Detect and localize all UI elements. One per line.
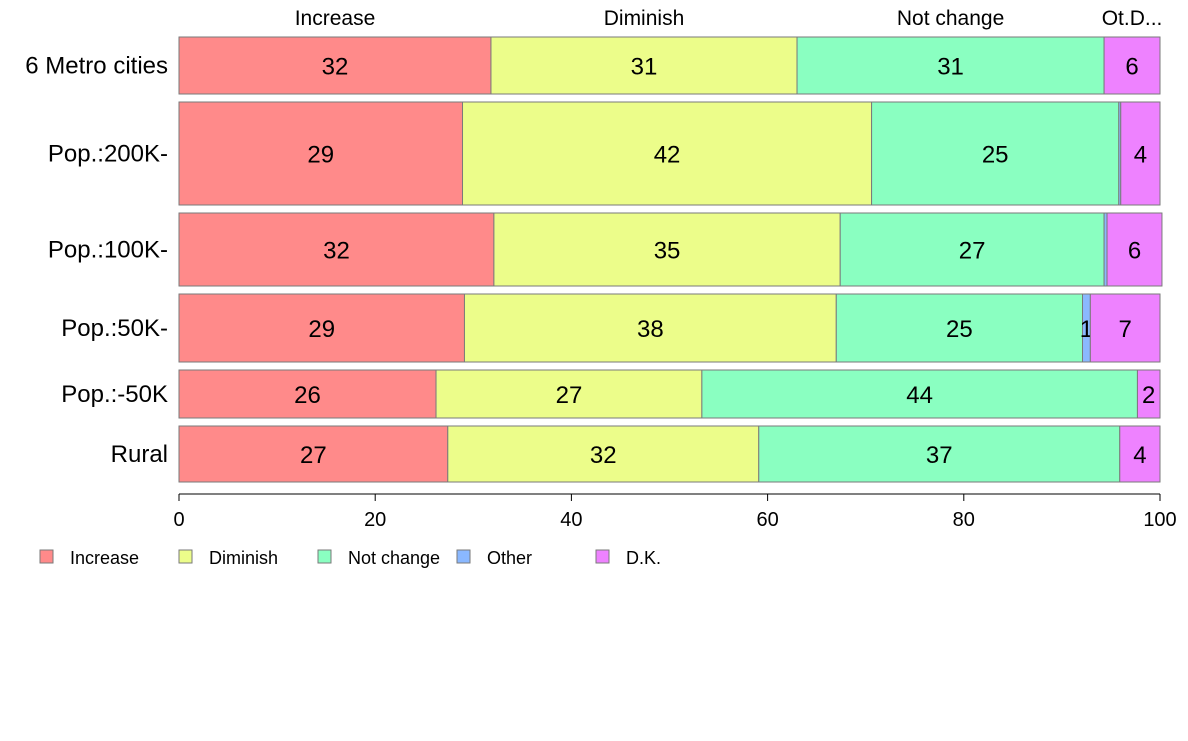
bar-segment [490,36,798,95]
legend-swatch [595,549,610,564]
data-label: 32 [322,54,349,81]
top-column-label: Diminish [604,7,685,30]
bar-segment [447,425,760,483]
x-tick-label: 60 [756,509,778,531]
bar-segment [835,293,1084,363]
data-label: 35 [654,238,681,265]
category-label: Pop.:200K- [48,141,168,168]
data-label: 2 [1142,382,1155,409]
bar-segment [178,101,464,206]
data-label: 6 [1128,238,1141,265]
data-label: 25 [946,316,973,343]
data-label: 6 [1125,54,1138,81]
data-label: 31 [937,54,964,81]
bar-segment [463,293,837,363]
legend-label: Increase [70,548,139,568]
bar-segment [178,293,465,363]
bar-segment [1106,212,1163,287]
data-label: 7 [1118,316,1131,343]
data-label: 44 [906,382,933,409]
bar-segment [701,369,1138,419]
x-tick-label: 20 [364,509,386,531]
data-label: 27 [556,382,583,409]
bar-segment [1103,36,1161,95]
x-tick-label: 40 [560,509,582,531]
top-column-label: Increase [295,7,376,30]
bar-segment [178,369,437,419]
legend-swatch [317,549,332,564]
top-column-label: Ot.D... [1102,7,1163,30]
bar-segment [758,425,1121,483]
data-label: 42 [654,142,681,169]
bar-segment [1136,369,1161,419]
category-label: Pop.:-50K [61,381,168,408]
category-label: Pop.:100K- [48,237,168,264]
bar-segment [1119,425,1161,483]
data-label: 32 [323,238,350,265]
category-label: 6 Metro cities [25,53,168,80]
bar-segment [178,212,495,287]
bar-segment [1120,101,1161,206]
data-label: 29 [307,142,334,169]
data-label: 32 [590,442,617,469]
bar-segment [796,36,1105,95]
bar-segment [178,36,492,95]
data-label: 29 [308,316,335,343]
legend-swatch [39,549,54,564]
bar-segment [839,212,1105,287]
bar-segment [178,425,449,483]
data-label: 38 [637,316,664,343]
x-tick-label: 100 [1143,509,1176,531]
data-label: 27 [959,238,986,265]
bar-segment [871,101,1120,206]
data-label: 25 [982,142,1009,169]
x-tick-label: 80 [953,509,975,531]
data-label: 1 [1080,316,1093,343]
data-label: 37 [926,442,953,469]
data-label: 27 [300,442,327,469]
legend-swatch [456,549,471,564]
legend-label: Diminish [209,548,278,568]
bar-segment [462,101,873,206]
legend-label: Not change [348,548,440,568]
bar-segment [1089,293,1161,363]
category-label: Pop.:50K- [61,315,168,342]
bar-segment [435,369,703,419]
x-tick-label: 0 [173,509,184,531]
data-label: 31 [631,54,658,81]
data-label: 4 [1134,142,1147,169]
data-label: 4 [1133,442,1146,469]
category-label: Rural [111,441,168,468]
bar-segment [493,212,841,287]
data-label: 26 [294,382,321,409]
legend-label: D.K. [626,548,661,568]
legend-swatch [178,549,193,564]
top-column-label: Not change [897,7,1004,30]
legend-label: Other [487,548,532,568]
